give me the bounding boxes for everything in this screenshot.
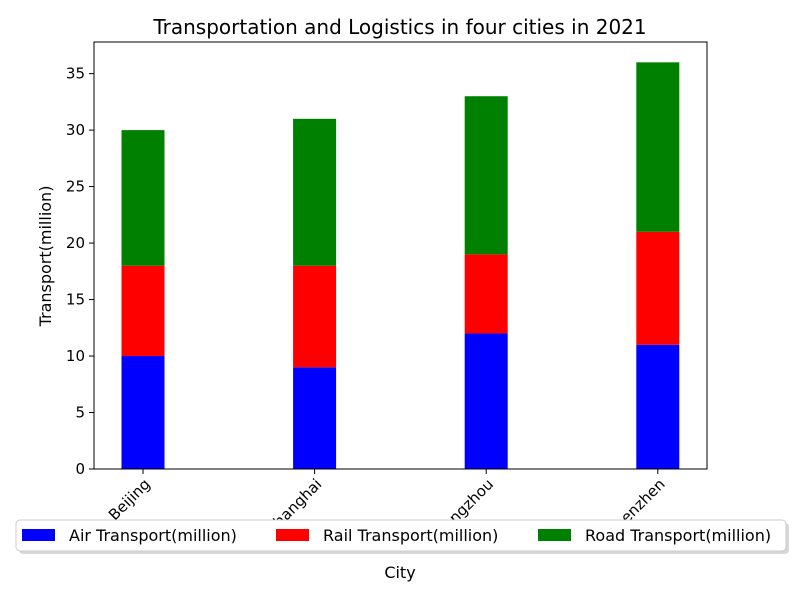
axes-frame (93, 41, 708, 470)
bar-shanghai-series-1 (293, 265, 337, 368)
legend-box (15, 519, 787, 552)
y-tick-label: 5 (75, 404, 85, 422)
y-tick-label: 25 (66, 178, 85, 196)
legend-swatch-2 (538, 529, 571, 541)
bar-guangzhou-series-1 (464, 254, 508, 334)
x-tick-label-beijing: Beijing (105, 475, 154, 524)
y-tick-label: 10 (66, 347, 85, 365)
legend-swatch-0 (22, 529, 55, 541)
y-tick-label: 15 (66, 291, 85, 309)
bar-beijing-series-0 (121, 356, 165, 469)
y-tick-label: 30 (66, 121, 85, 139)
bar-shenzhen-series-2 (636, 62, 680, 232)
bar-shenzhen-series-0 (636, 344, 680, 469)
bar-shanghai-series-0 (293, 367, 337, 469)
y-tick-label: 20 (66, 234, 85, 252)
bar-shanghai-series-2 (293, 118, 337, 266)
y-axis-label: Transport(million) (36, 186, 55, 328)
bar-beijing-series-1 (121, 265, 165, 357)
y-tick-label: 0 (75, 460, 85, 478)
legend-label-2: Road Transport(million) (585, 526, 771, 545)
legend-label-1: Rail Transport(million) (323, 526, 498, 545)
y-tick-label: 35 (66, 65, 85, 83)
legend-label-0: Air Transport(million) (69, 526, 237, 545)
chart-title: Transportation and Logistics in four cit… (152, 15, 646, 39)
bar-shenzhen-series-1 (636, 231, 680, 345)
bar-beijing-series-2 (121, 130, 165, 266)
x-axis-label: City (384, 563, 415, 582)
legend: Air Transport(million) Rail Transport(mil… (15, 519, 789, 554)
bar-guangzhou-series-2 (464, 96, 508, 255)
legend-swatch-1 (276, 529, 309, 541)
bar-guangzhou-series-0 (464, 333, 508, 469)
